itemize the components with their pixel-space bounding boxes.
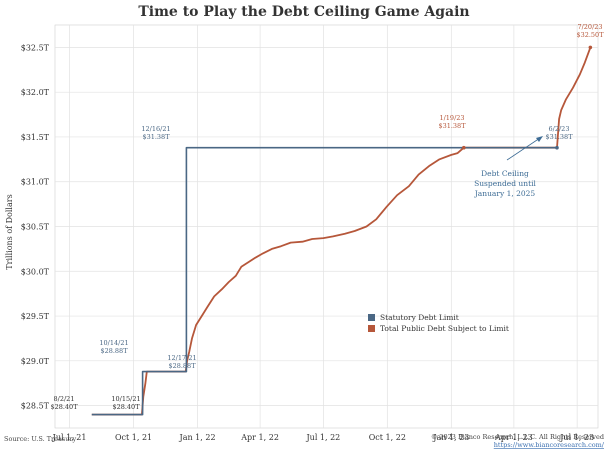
- y-tick-label: $32.0T: [21, 88, 50, 97]
- annotation-marker: [555, 145, 559, 150]
- ceiling-note-arrow-line: [506, 137, 541, 161]
- annotation-value: $28.40T: [50, 403, 78, 411]
- annotation-dec17: 12/17/21$28.88T: [167, 354, 196, 370]
- axes: $28.5T $29.0T $29.5T $30.0T $30.5T $31.0T $31.…: [21, 43, 594, 442]
- x-tick-label: Jan 1, 23: [432, 433, 469, 442]
- ceiling-note: Debt Ceiling Suspended until January 1, …: [474, 136, 543, 198]
- x-tick-label: Apr 1, 22: [240, 433, 279, 442]
- source-note: Source: U.S. Treasury: [4, 435, 76, 443]
- y-tick-label: $31.5T: [21, 133, 50, 142]
- copyright-note: © 2023 Bianco Research, L.L.C. All Right…: [431, 433, 604, 441]
- ceiling-note-arrowhead-icon: [536, 136, 543, 142]
- legend-label-total: Total Public Debt Subject to Limit: [380, 324, 509, 333]
- x-tick-label: Jan 1, 22: [179, 433, 216, 442]
- annotation-date: 7/20/23: [577, 23, 602, 31]
- y-tick-label: $28.5T: [21, 402, 50, 411]
- x-tick-label: Oct 1, 21: [115, 433, 152, 442]
- annotation-value: $32.50T: [576, 31, 604, 39]
- annotation-date: 8/2/21: [54, 395, 75, 403]
- x-tick-label: Jul 1, 21: [52, 433, 87, 442]
- legend-swatch-total: [368, 325, 375, 332]
- series-statutory-debt-limit: [91, 146, 557, 416]
- annotation-jul20: 7/20/23$32.50T: [576, 23, 604, 39]
- annotation-value: $28.88T: [100, 347, 128, 355]
- annotation-value: $28.88T: [168, 362, 196, 370]
- annotation-marker: [588, 45, 593, 50]
- ceiling-note-line-3: January 1, 2025: [474, 189, 536, 198]
- x-tick-label: Jul 1, 22: [305, 433, 340, 442]
- annotation-value: $31.38T: [438, 122, 466, 130]
- annotations: 8/2/21$28.40T10/14/21$28.88T10/15/21$28.…: [50, 23, 604, 411]
- y-tick-label: $29.0T: [21, 357, 50, 366]
- annotation-jun2: 6/2/23$31.38T: [545, 125, 573, 141]
- y-tick-label: $30.0T: [21, 267, 50, 276]
- annotation-value: $31.38T: [545, 133, 573, 141]
- annotation-value: $31.38T: [142, 133, 170, 141]
- annotation-date: 12/17/21: [167, 354, 196, 362]
- annotation-date: 6/2/23: [549, 125, 570, 133]
- series-lines: [91, 47, 592, 416]
- annotation-date: 10/15/21: [111, 395, 140, 403]
- legend-label-statutory: Statutory Debt Limit: [380, 313, 459, 322]
- ceiling-note-line-2: Suspended until: [474, 179, 536, 188]
- annotation-aug21: 8/2/21$28.40T: [50, 395, 78, 411]
- legend-swatch-statutory: [368, 314, 375, 321]
- x-tick-label: Apr 1, 23: [494, 433, 533, 442]
- ceiling-note-line-1: Debt Ceiling: [481, 169, 529, 178]
- x-tick-label: Jul 1, 23: [559, 433, 594, 442]
- annotation-date: 12/16/21: [141, 125, 170, 133]
- annotation-oct15: 10/15/21$28.40T: [111, 395, 140, 411]
- y-tick-label: $31.0T: [21, 178, 50, 187]
- annotation-dec16: 12/16/21$31.38T: [141, 125, 170, 141]
- annotation-oct14: 10/14/21$28.88T: [99, 339, 128, 355]
- gridlines: [54, 24, 599, 429]
- annotation-marker: [462, 145, 466, 150]
- chart-title: Time to Play the Debt Ceiling Game Again: [138, 4, 469, 20]
- y-tick-label: $32.5T: [21, 43, 50, 52]
- x-tick-label: Oct 1, 22: [369, 433, 406, 442]
- y-axis-label: Trillions of Dollars: [5, 194, 14, 269]
- annotation-date: 10/14/21: [99, 339, 128, 347]
- y-tick-label: $30.5T: [21, 223, 50, 232]
- annotation-date: 1/19/23: [439, 114, 464, 122]
- annotation-value: $28.40T: [112, 403, 140, 411]
- annotation-jan19: 1/19/23$31.38T: [438, 114, 466, 130]
- legend: Statutory Debt Limit Total Public Debt S…: [368, 313, 509, 333]
- y-tick-label: $29.5T: [21, 312, 50, 321]
- website-link[interactable]: https://www.biancoresearch.com/: [494, 441, 605, 449]
